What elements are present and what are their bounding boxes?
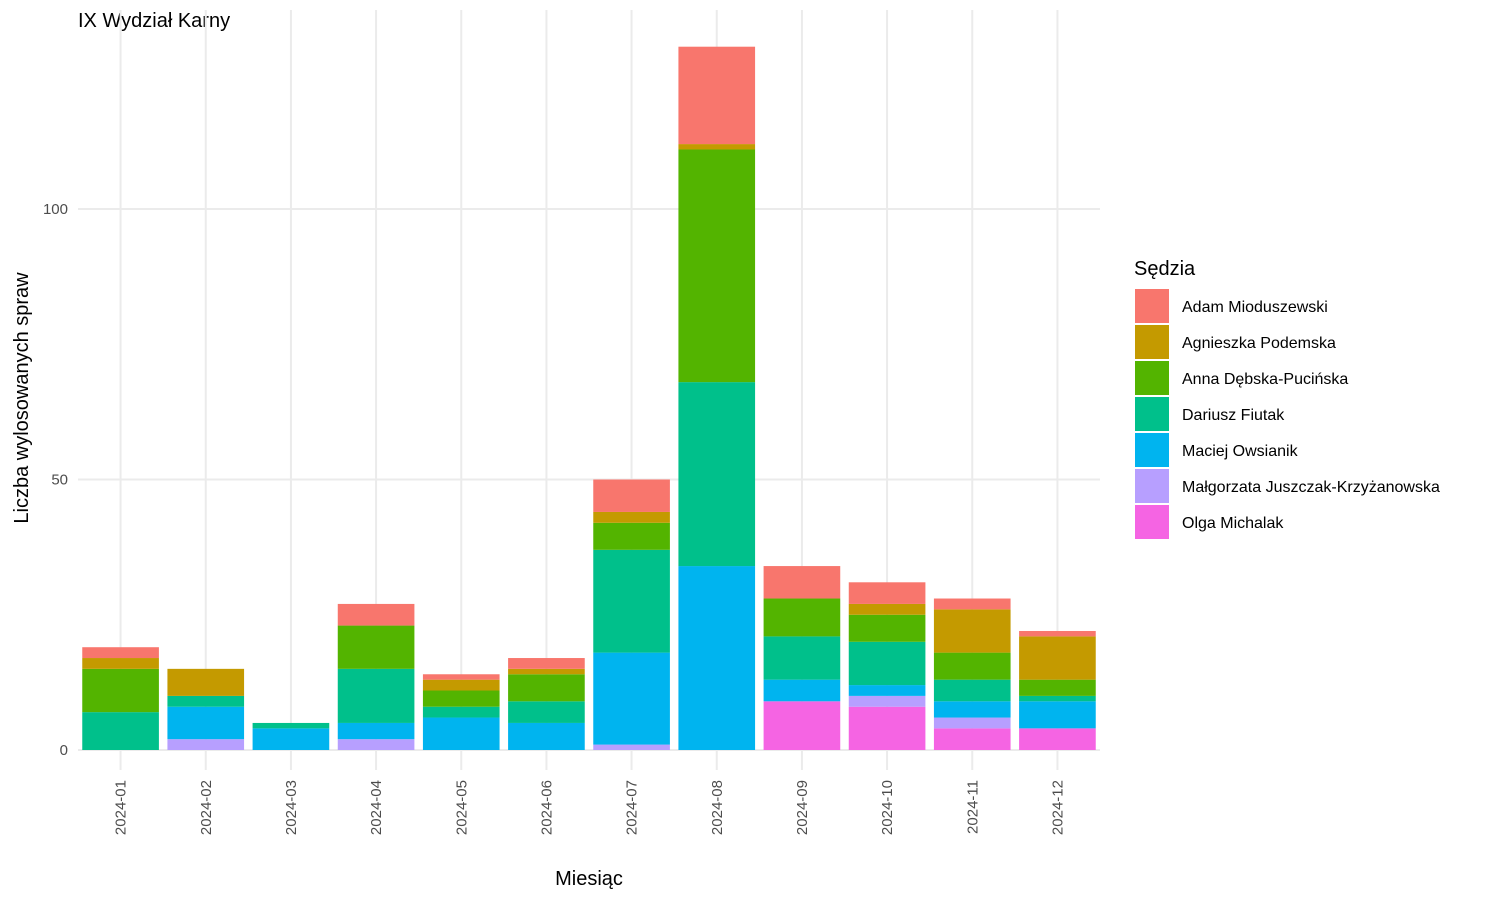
bar-segment — [848, 685, 926, 696]
bar-segment — [848, 706, 926, 750]
bar-segment — [167, 695, 245, 707]
bar-segment — [422, 674, 500, 680]
bar-segment — [593, 479, 670, 512]
legend-swatch — [1135, 505, 1169, 539]
bar-segment — [593, 744, 670, 750]
bar-segment — [848, 695, 926, 707]
bar-segment — [848, 582, 926, 604]
bar-segment — [337, 603, 415, 626]
bar-segment — [422, 679, 500, 691]
bar-segment — [1019, 728, 1096, 750]
legend-label: Olga Michalak — [1182, 515, 1284, 532]
x-tick-label: 2024-07 — [624, 780, 641, 835]
x-tick-label: 2024-03 — [283, 780, 300, 835]
bar-segment — [508, 674, 585, 702]
bar-segment — [848, 614, 926, 642]
legend-swatch — [1135, 361, 1169, 395]
y-tick-label: 0 — [60, 742, 68, 759]
legend: Sędzia Adam Mioduszewski Agnieszka Podems… — [1134, 258, 1440, 539]
bar-segment — [82, 712, 159, 750]
chart-title: IX Wydział Karny — [78, 10, 230, 32]
bar-segment — [252, 728, 330, 750]
legend-swatch — [1135, 289, 1169, 323]
bar-segment — [933, 728, 1011, 750]
x-axis-title: Miesiąc — [555, 868, 623, 890]
legend-title: Sędzia — [1134, 258, 1196, 280]
bar-segment — [1019, 701, 1096, 729]
legend-swatch — [1135, 325, 1169, 359]
legend-swatch — [1135, 469, 1169, 503]
x-tick-label: 2024-08 — [709, 780, 726, 835]
bar-segment — [933, 609, 1011, 653]
bar-segment — [1019, 630, 1096, 637]
bar-segment — [678, 46, 756, 145]
bar-segment — [422, 717, 500, 750]
bar-segment — [1019, 636, 1096, 680]
bar-segment — [508, 658, 585, 669]
bar-segment — [337, 739, 415, 750]
legend-swatch — [1135, 397, 1169, 431]
x-tick-label: 2024-04 — [368, 780, 385, 835]
bar-segment — [422, 690, 500, 707]
legend-label: Agnieszka Podemska — [1182, 335, 1336, 352]
x-axis-tick-labels: 2024-01 2024-02 2024-03 2024-04 2024-05 2024-… — [113, 780, 1067, 835]
bar-segment — [337, 722, 415, 740]
bar-segment — [337, 625, 415, 669]
bar-segment — [678, 566, 756, 750]
bar-segment — [848, 603, 926, 615]
bar-segment — [933, 701, 1011, 718]
bar-segment — [763, 679, 841, 702]
bar-segment — [593, 652, 670, 745]
bar-segment — [763, 701, 841, 750]
bar-segment — [848, 641, 926, 686]
legend-label: Dariusz Fiutak — [1182, 407, 1285, 424]
legend-swatch — [1135, 433, 1169, 467]
y-axis-title: Liczba wylosowanych spraw — [11, 272, 33, 524]
bar-segment — [82, 647, 159, 659]
y-axis-tick-labels: 0 50 100 — [43, 201, 68, 759]
bar-segment — [593, 511, 670, 523]
x-tick-label: 2024-11 — [964, 780, 981, 834]
bar-segment — [678, 382, 756, 567]
bar-segment — [763, 636, 841, 680]
y-tick-label: 100 — [43, 201, 68, 218]
bar-segment — [933, 598, 1011, 610]
bar-segment — [252, 722, 330, 729]
bar-segment — [933, 679, 1011, 702]
x-tick-label: 2024-06 — [538, 780, 555, 835]
bar-segment — [167, 668, 245, 696]
x-tick-label: 2024-02 — [198, 780, 215, 835]
x-tick-label: 2024-12 — [1049, 780, 1066, 835]
legend-label: Anna Dębska-Pucińska — [1182, 371, 1348, 388]
x-tick-label: 2024-09 — [794, 780, 811, 835]
bar-segment — [508, 722, 585, 750]
bar-segment — [678, 144, 756, 150]
bar-segment — [167, 706, 245, 740]
bar-segment — [1019, 695, 1096, 702]
bar-segment — [593, 522, 670, 550]
bars — [82, 46, 1096, 750]
bar-segment — [508, 668, 585, 675]
y-tick-label: 50 — [51, 472, 68, 489]
bar-segment — [167, 739, 245, 750]
legend-label: Małgorzata Juszczak-Krzyżanowska — [1182, 479, 1440, 496]
x-tick-label: 2024-05 — [453, 780, 470, 835]
bar-segment — [678, 149, 756, 383]
x-tick-label: 2024-10 — [879, 780, 896, 835]
legend-label: Maciej Owsianik — [1182, 443, 1299, 460]
bar-segment — [337, 668, 415, 723]
bar-segment — [763, 566, 841, 599]
bar-segment — [593, 549, 670, 653]
bar-segment — [933, 652, 1011, 680]
legend-label: Adam Mioduszewski — [1182, 299, 1328, 316]
bar-segment — [933, 717, 1011, 729]
bar-segment — [422, 706, 500, 718]
bar-segment — [82, 658, 159, 669]
bar-segment — [82, 668, 159, 713]
x-tick-label: 2024-01 — [113, 780, 130, 835]
bar-segment — [1019, 679, 1096, 696]
bar-segment — [508, 701, 585, 723]
bar-segment — [763, 598, 841, 637]
